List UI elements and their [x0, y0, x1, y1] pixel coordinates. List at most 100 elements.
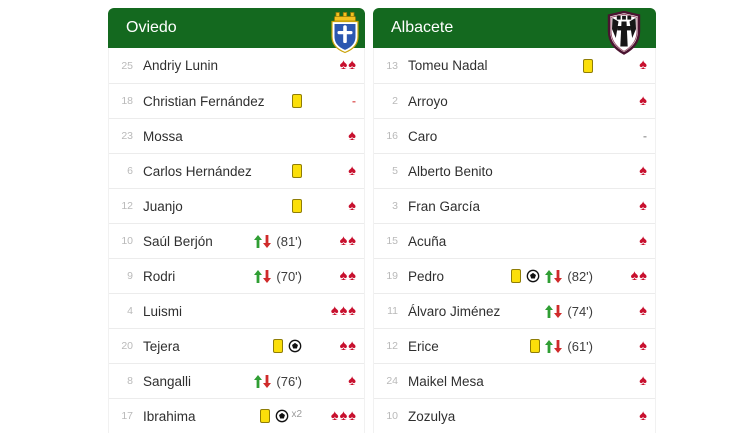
- shirt-number: 3: [392, 200, 398, 212]
- rating-spades: ♠: [601, 304, 647, 319]
- event-icons: [273, 339, 302, 353]
- spade-icon: ♠: [639, 162, 647, 179]
- event-icons: [292, 94, 302, 108]
- shirt-number: 23: [121, 130, 133, 142]
- player-name: Saúl Berjón: [143, 233, 213, 249]
- spade-icon: ♠: [630, 267, 639, 284]
- shirt-number: 8: [127, 375, 133, 387]
- shirt-number: 15: [386, 235, 398, 247]
- rating-spades: ♠ ♠: [310, 58, 356, 73]
- rating-spades: ♠: [601, 94, 647, 109]
- team-column-away: Albacete 13 Tomeu Nadal ♠ 2 Arroyo ♠ 16 …: [373, 8, 656, 433]
- spade-icon: ♠: [639, 302, 647, 319]
- player-name: Sangalli: [143, 373, 192, 389]
- green-up-arrow-icon: [254, 269, 263, 283]
- player-row[interactable]: 24 Maikel Mesa ♠: [374, 363, 655, 398]
- rating-spades: ♠ ♠: [310, 339, 356, 354]
- player-row[interactable]: 4 Luismi ♠ ♠ ♠: [109, 293, 364, 328]
- spade-icon: ♠: [639, 197, 647, 214]
- event-icons: (70'): [254, 269, 302, 284]
- player-name: Arroyo: [408, 93, 448, 109]
- rating-spades: -: [601, 130, 647, 142]
- shirt-number: 6: [127, 165, 133, 177]
- oviedo-crest: [331, 12, 359, 54]
- red-down-arrow-icon: [554, 304, 563, 318]
- spade-icon: ♠: [339, 337, 348, 354]
- event-icons: [292, 199, 302, 213]
- substitution-icons: [254, 234, 272, 248]
- player-row[interactable]: 13 Tomeu Nadal ♠: [374, 48, 655, 83]
- player-name: Zozulya: [408, 408, 456, 424]
- soccer-ball-icon: [527, 269, 540, 283]
- spade-icon: ♠: [330, 302, 339, 319]
- shirt-number: 18: [121, 95, 133, 107]
- rating-spades: ♠: [310, 199, 356, 214]
- player-row[interactable]: 20 Tejera ♠ ♠: [109, 328, 364, 363]
- spade-icon: ♠: [348, 57, 356, 74]
- shirt-number: 19: [386, 270, 398, 282]
- event-icons: (76'): [254, 374, 302, 389]
- substitution-icons: [545, 339, 563, 353]
- green-up-arrow-icon: [545, 269, 554, 283]
- substitution-icons: [545, 269, 563, 283]
- player-row[interactable]: 16 Caro -: [374, 118, 655, 153]
- yellow-card-icon: [530, 339, 541, 353]
- player-row[interactable]: 12 Erice (61') ♠: [374, 328, 655, 363]
- player-row[interactable]: 6 Carlos Hernández ♠: [109, 153, 364, 188]
- player-row[interactable]: 23 Mossa ♠: [109, 118, 364, 153]
- shirt-number: 12: [386, 340, 398, 352]
- player-row[interactable]: 19 Pedro (82') ♠ ♠: [374, 258, 655, 293]
- yellow-card-icon: [292, 164, 302, 178]
- spade-icon: ♠: [639, 372, 647, 389]
- no-rating-dash: -: [643, 129, 647, 143]
- rating-spades: ♠: [310, 129, 356, 144]
- player-name: Mossa: [143, 128, 183, 144]
- sub-minute: (82'): [567, 268, 593, 284]
- player-row[interactable]: 17 Ibrahima x2 ♠ ♠ ♠: [109, 398, 364, 433]
- player-row[interactable]: 12 Juanjo ♠: [109, 188, 364, 223]
- player-row[interactable]: 11 Álvaro Jiménez (74') ♠: [374, 293, 655, 328]
- spade-icon: ♠: [339, 302, 348, 319]
- shirt-number: 12: [121, 200, 133, 212]
- player-row[interactable]: 2 Arroyo ♠: [374, 83, 655, 118]
- rating-spades: ♠: [601, 199, 647, 214]
- spade-icon: ♠: [348, 127, 356, 144]
- yellow-card-icon: [273, 339, 283, 353]
- player-row[interactable]: 8 Sangalli (76') ♠: [109, 363, 364, 398]
- player-row[interactable]: 25 Andriy Lunin ♠ ♠: [109, 48, 364, 83]
- player-row[interactable]: 15 Acuña ♠: [374, 223, 655, 258]
- player-name: Acuña: [408, 233, 447, 249]
- team-header-home[interactable]: Oviedo: [108, 8, 365, 54]
- goal-count-label: x2: [291, 408, 302, 420]
- soccer-ball-icon: [276, 409, 289, 423]
- shirt-number: 10: [386, 410, 398, 422]
- event-icons: (61'): [530, 339, 593, 354]
- rating-spades: ♠ ♠: [601, 269, 647, 284]
- substitution-icons: [545, 304, 563, 318]
- player-list-home: 25 Andriy Lunin ♠ ♠ 18 Christian Fernánde…: [108, 48, 365, 433]
- spade-icon: ♠: [639, 337, 647, 354]
- player-row[interactable]: 5 Alberto Benito ♠: [374, 153, 655, 188]
- sub-minute: (81'): [276, 233, 302, 249]
- event-icons: (82'): [511, 269, 593, 284]
- team-column-home: Oviedo 25 Andriy Lunin ♠ ♠ 18 Christian F…: [108, 8, 365, 433]
- player-row[interactable]: 10 Saúl Berjón (81') ♠ ♠: [109, 223, 364, 258]
- green-up-arrow-icon: [545, 339, 554, 353]
- rating-spades: ♠: [601, 234, 647, 249]
- player-name: Carlos Hernández: [143, 163, 252, 179]
- yellow-card-icon: [260, 409, 271, 423]
- player-row[interactable]: 3 Fran García ♠: [374, 188, 655, 223]
- red-down-arrow-icon: [554, 269, 563, 283]
- team-header-away[interactable]: Albacete: [373, 8, 656, 55]
- player-row[interactable]: 10 Zozulya ♠: [374, 398, 655, 433]
- substitution-icons: [254, 374, 272, 388]
- team-name-away: Albacete: [391, 19, 454, 36]
- event-icons: x2: [260, 409, 302, 424]
- player-row[interactable]: 18 Christian Fernández -: [109, 83, 364, 118]
- player-list-away: 13 Tomeu Nadal ♠ 2 Arroyo ♠ 16 Caro - 5 …: [373, 48, 656, 433]
- player-name: Álvaro Jiménez: [408, 303, 501, 319]
- rating-spades: ♠ ♠: [310, 234, 356, 249]
- green-up-arrow-icon: [254, 234, 263, 248]
- rating-spades: ♠ ♠ ♠: [310, 409, 356, 424]
- player-row[interactable]: 9 Rodri (70') ♠ ♠: [109, 258, 364, 293]
